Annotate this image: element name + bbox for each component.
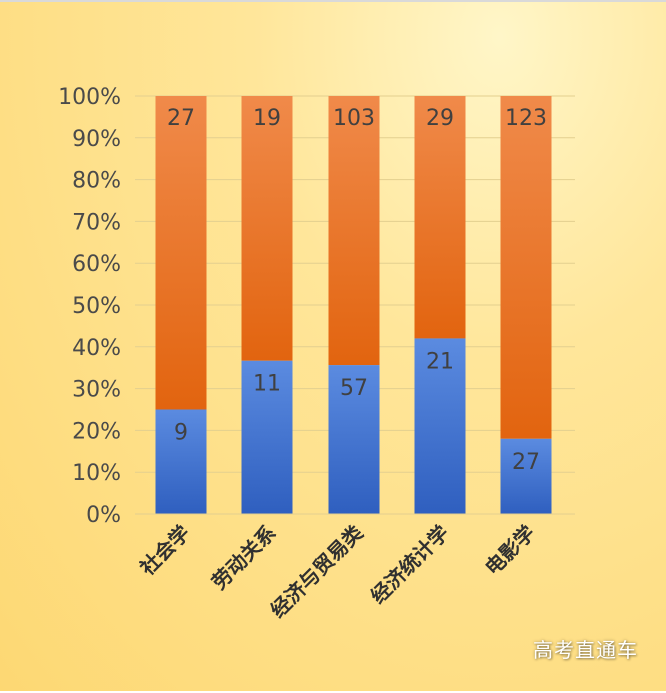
data-label-orange: 123 xyxy=(505,106,547,131)
y-tick-label: 90% xyxy=(72,127,121,152)
y-tick-label: 70% xyxy=(72,210,121,235)
data-label-orange: 103 xyxy=(333,106,375,131)
y-tick-label: 80% xyxy=(72,169,121,194)
y-tick-label: 30% xyxy=(72,378,121,403)
bar-segment-blue xyxy=(241,360,293,514)
x-category-label: 经济统计学 xyxy=(366,521,454,609)
data-label-orange: 19 xyxy=(253,106,281,131)
data-label-orange: 29 xyxy=(426,106,454,131)
y-tick-label: 40% xyxy=(72,336,121,361)
y-tick-label: 10% xyxy=(72,461,121,486)
bar-segment-orange xyxy=(328,96,380,366)
y-tick-label: 20% xyxy=(72,419,121,444)
bar-segment-blue xyxy=(500,438,552,514)
bar-segment-blue xyxy=(155,409,207,514)
data-label-blue: 57 xyxy=(340,376,368,401)
bar-segment-orange xyxy=(414,96,466,339)
y-tick-label: 0% xyxy=(86,503,121,528)
bar-segment-orange xyxy=(500,96,552,439)
x-category-label: 经济与贸易类 xyxy=(266,521,368,623)
x-category-label: 劳动关系 xyxy=(207,521,281,595)
data-label-blue: 9 xyxy=(174,421,188,446)
data-label-blue: 11 xyxy=(253,372,281,397)
y-tick-label: 60% xyxy=(72,252,121,277)
x-category-label: 电影学 xyxy=(480,521,539,580)
data-label-orange: 27 xyxy=(167,106,195,131)
y-tick-label: 50% xyxy=(72,294,121,319)
bar-segment-orange xyxy=(241,96,293,361)
bar-segment-blue xyxy=(328,365,380,514)
bar-segment-orange xyxy=(155,96,207,410)
bar-segment-blue xyxy=(414,338,466,514)
watermark: 高考直通车 xyxy=(533,638,638,662)
x-category-label: 社会学 xyxy=(134,521,194,581)
data-label-blue: 21 xyxy=(426,349,454,374)
data-label-blue: 27 xyxy=(512,450,540,475)
y-tick-label: 100% xyxy=(58,85,121,110)
